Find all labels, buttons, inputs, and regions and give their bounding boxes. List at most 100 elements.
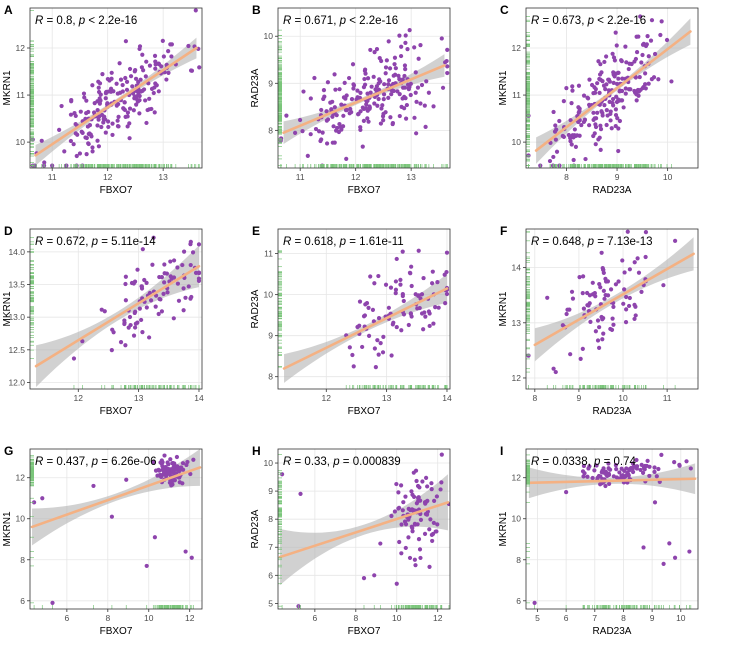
data-point (372, 101, 377, 106)
data-point (106, 124, 111, 130)
data-point (608, 326, 613, 332)
data-point (603, 87, 608, 92)
data-point (397, 92, 402, 97)
x-tick-label: 9 (577, 393, 582, 403)
data-point (643, 230, 649, 235)
data-point (151, 459, 156, 465)
data-point (652, 51, 658, 57)
y-tick-label: 9 (268, 486, 273, 496)
data-point (171, 316, 176, 321)
data-point (570, 84, 575, 89)
data-point (305, 153, 310, 158)
data-point (365, 116, 370, 121)
data-point (130, 84, 135, 89)
x-tick-label: 8 (353, 613, 358, 623)
data-point (597, 90, 602, 95)
data-point (412, 45, 417, 50)
data-point (319, 107, 324, 113)
data-point (386, 305, 391, 310)
data-point (374, 84, 379, 89)
data-point (168, 259, 173, 264)
data-point (50, 600, 55, 605)
data-point (380, 103, 385, 108)
data-point (403, 545, 408, 551)
data-point (82, 95, 87, 100)
data-point (42, 160, 47, 165)
data-point (604, 108, 609, 113)
data-point (429, 532, 434, 538)
data-point (396, 73, 401, 78)
x-tick-label: 8 (621, 613, 626, 623)
data-point (140, 88, 145, 93)
data-point (177, 480, 182, 485)
data-point (439, 480, 444, 485)
data-point (340, 124, 346, 129)
data-point (568, 118, 573, 123)
x-tick-label: 13 (134, 393, 144, 403)
data-point (596, 137, 601, 142)
panel-letter: E (252, 224, 260, 238)
data-point (110, 132, 115, 138)
data-point (128, 322, 133, 328)
data-point (367, 105, 372, 110)
data-point (661, 283, 666, 288)
data-point (644, 463, 649, 469)
data-point (580, 290, 585, 296)
panel-letter: A (4, 3, 13, 17)
data-point (620, 258, 625, 263)
data-point (615, 70, 621, 75)
data-point (580, 346, 585, 351)
panel-H: H 6 8 10 12 5 6 7 8 9 10 FBXO7 RAD23A R = 0.33, p = 0… (250, 444, 451, 637)
data-point (137, 44, 143, 49)
data-point (575, 133, 580, 138)
r-symbol: R (283, 456, 291, 468)
panel-letter: C (500, 3, 509, 17)
data-point (301, 89, 306, 94)
data-point (586, 303, 591, 308)
data-point (601, 270, 606, 275)
r-value: = 0.33, (291, 456, 333, 468)
data-point (601, 331, 606, 336)
data-point (393, 291, 398, 296)
data-point (153, 66, 158, 71)
data-point (417, 547, 423, 552)
data-point (280, 472, 285, 477)
x-tick-label: 5 (535, 613, 540, 623)
p-symbol: p (587, 15, 595, 27)
data-point (122, 318, 127, 323)
y-tick-label: 8 (20, 555, 25, 565)
data-point (402, 73, 407, 79)
panel-A: A 11 12 13 10 11 12 FBXO7 MKRN1 R = 0.8, p < 2.2e… (2, 3, 203, 196)
data-point (409, 283, 414, 289)
data-point (162, 262, 167, 267)
data-point (165, 290, 170, 295)
data-point (347, 111, 352, 116)
data-point (308, 132, 313, 137)
data-point (545, 295, 550, 300)
data-point (591, 117, 596, 123)
data-point (363, 302, 368, 307)
data-point (635, 256, 640, 261)
data-point (581, 93, 587, 98)
data-point (426, 309, 432, 314)
data-point (127, 136, 132, 141)
data-point (648, 38, 654, 43)
data-point (358, 125, 363, 130)
data-point (443, 60, 448, 65)
data-point (399, 328, 404, 333)
x-tick-label: 10 (144, 613, 154, 623)
y-tick-label: 12.0 (8, 377, 25, 387)
r-value: = 0.671, (291, 15, 339, 27)
correlation-annotation: R = 0.672, p = 5.11e-14 (35, 236, 156, 248)
x-tick-label: 12 (322, 393, 332, 403)
data-point (434, 494, 439, 499)
data-point (147, 290, 152, 296)
data-point (97, 81, 103, 86)
data-point (156, 89, 161, 94)
x-tick-label: 11 (296, 172, 305, 182)
data-point (414, 99, 419, 104)
data-point (643, 71, 648, 76)
data-point (591, 110, 596, 115)
data-point (638, 87, 643, 92)
data-point (393, 287, 399, 292)
